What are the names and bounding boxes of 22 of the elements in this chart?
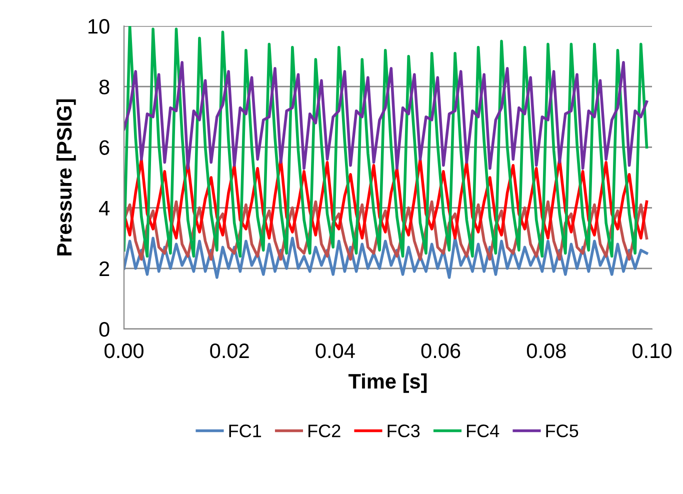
line-series	[124, 26, 648, 258]
x-tick-label: 0.00	[104, 343, 144, 358]
y-tick-label: 10	[88, 19, 110, 34]
legend-label: FC3	[388, 424, 420, 438]
x-tick-label: 0.06	[421, 343, 460, 358]
x-tick-label: 0.04	[316, 343, 355, 358]
x-tick-label: 0.10	[632, 343, 672, 358]
legend-label: FC5	[546, 424, 578, 438]
x-tick-label: 0.02	[210, 343, 249, 358]
legend-label: FC1	[229, 424, 262, 438]
y-axis-title: Pressure [PSIG]	[56, 99, 76, 256]
line-series	[124, 236, 648, 279]
y-tick-label: 2	[100, 261, 110, 276]
legend-label: FC4	[467, 424, 500, 438]
y-tick-label: 0	[99, 322, 110, 337]
y-tick-label: 4	[99, 201, 110, 216]
y-tick-label: 6	[100, 140, 110, 155]
line-series	[124, 60, 648, 170]
x-tick-label: 0.08	[526, 343, 566, 358]
x-axis-title: Time [s]	[348, 373, 427, 393]
y-tick-label: 8	[99, 80, 110, 94]
legend-label: FC2	[308, 424, 340, 438]
